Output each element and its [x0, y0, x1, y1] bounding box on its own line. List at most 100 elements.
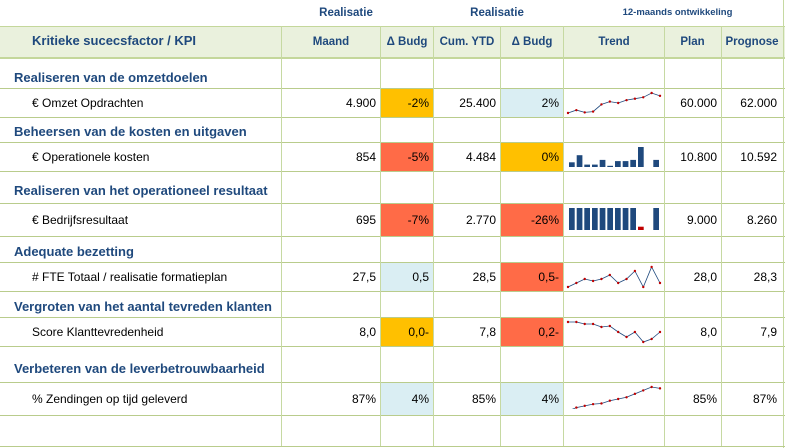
kpi-row: € Bedrijfsresultaat 695 -7% 2.770 -26% 9.000 8… [0, 203, 785, 237]
col-maand-header: Maand [312, 36, 350, 48]
trend-point [642, 285, 645, 289]
cum-ytd-cell[interactable]: 85% [471, 392, 496, 406]
col-plan-header: Plan [680, 36, 705, 48]
trend-bar [592, 164, 598, 167]
prognose-cell[interactable]: 7,9 [760, 325, 777, 339]
trend-point [650, 337, 653, 341]
cum-ytd-cell[interactable]: 2.770 [465, 213, 496, 227]
trend-bar [622, 161, 629, 167]
trend-bar [576, 208, 583, 230]
maand-cell[interactable]: 8,0 [359, 325, 376, 339]
maand-cell[interactable]: 695 [355, 213, 376, 227]
trend-point [591, 322, 595, 326]
table-bottom-border [0, 446, 785, 447]
plan-cell[interactable]: 10.800 [680, 150, 717, 164]
trend-bar [576, 155, 583, 167]
trend-bar [638, 226, 644, 230]
trend-point [583, 404, 586, 408]
maand-cell[interactable]: 27,5 [352, 270, 376, 284]
trend-point [658, 387, 662, 390]
cum-ytd-cell[interactable]: 28,5 [472, 270, 496, 284]
trend-point [642, 340, 645, 344]
cum-ytd-cell[interactable]: 25.400 [459, 96, 496, 110]
trend-point [625, 335, 628, 339]
delta-budget-month-cell[interactable]: 4% [381, 383, 433, 415]
trend-bar [569, 162, 575, 167]
delta-budget-ytd-cell[interactable]: -26% [501, 204, 563, 236]
delta-budget-month-cell[interactable]: -7% [381, 204, 433, 236]
plan-cell[interactable]: 9.000 [686, 213, 717, 227]
kpi-row: % Zendingen op tijd geleverd 87% 4% 85% 4% 85… [0, 382, 785, 416]
trend-bar [584, 164, 590, 167]
trend-bar [569, 208, 575, 230]
trend-point [600, 325, 603, 329]
delta-budget-month-cell[interactable]: 0,5 [381, 263, 433, 291]
trend-sparkline [571, 385, 662, 409]
prognose-cell[interactable]: 87% [752, 392, 777, 406]
trend-point [566, 111, 570, 115]
trend-bar [653, 159, 659, 167]
trend-sparkline [569, 147, 659, 167]
trend-line [568, 321, 661, 343]
kpi-label: € Omzet Opdrachten [32, 96, 144, 110]
trend-point [616, 330, 620, 334]
trend-point [608, 324, 612, 328]
delta-budget-ytd-cell[interactable]: 4% [501, 383, 563, 415]
plan-cell[interactable]: 85% [692, 392, 717, 406]
cum-ytd-cell[interactable]: 7,8 [479, 325, 496, 339]
prognose-cell[interactable]: 28,3 [753, 270, 777, 284]
delta-budget-ytd-cell[interactable]: 0,2- [501, 318, 563, 346]
trend-bar [615, 208, 621, 230]
kpi-label: % Zendingen op tijd geleverd [32, 392, 188, 406]
prognose-cell[interactable]: 62.000 [740, 96, 777, 110]
trend-point [616, 397, 620, 401]
maand-cell[interactable]: 87% [351, 392, 376, 406]
trend-point [616, 281, 620, 285]
trend-sparkline [566, 320, 662, 344]
cum-ytd-cell[interactable]: 4.484 [465, 150, 496, 164]
trend-point [575, 108, 578, 112]
col-cum-ytd-header: Cum. YTD [439, 36, 495, 48]
plan-cell[interactable]: 8,0 [700, 325, 717, 339]
delta-budget-ytd-cell[interactable]: 2% [501, 89, 563, 117]
section-title: Adequate bezetting [14, 244, 134, 259]
maand-cell[interactable]: 4.900 [345, 96, 376, 110]
trend-point [575, 320, 578, 324]
group-header-realisatie-ytd: Realisatie [470, 7, 524, 19]
trend-point [566, 320, 570, 324]
trend-bar [607, 165, 613, 167]
trend-bar [584, 208, 590, 230]
kpi-column-header: Kritieke sucecsfactor / KPI [32, 33, 197, 48]
delta-budget-month-cell[interactable]: 0,0- [381, 318, 433, 346]
trend-bar [630, 159, 636, 167]
trend-point [600, 277, 603, 281]
delta-budget-ytd-cell[interactable]: 0% [501, 143, 563, 171]
trend-point [591, 402, 595, 406]
trend-point [650, 265, 653, 269]
trend-point [566, 285, 570, 289]
section-title: Verbeteren van de leverbetrouwbaarheid [14, 361, 265, 376]
trend-point [642, 96, 645, 99]
prognose-cell[interactable]: 8.260 [746, 213, 777, 227]
trend-bar [622, 208, 629, 230]
maand-cell[interactable]: 854 [355, 150, 376, 164]
header-group-row: Realisatie Realisatie 12-maands ontwikke… [0, 0, 785, 26]
plan-cell[interactable]: 60.000 [680, 96, 717, 110]
trend-bar [653, 208, 659, 230]
delta-budget-ytd-cell[interactable]: 0,5- [501, 263, 563, 291]
trend-point [650, 385, 653, 389]
plan-cell[interactable]: 28,0 [693, 270, 717, 284]
trend-point [633, 392, 637, 396]
grid-line [500, 26, 501, 446]
trend-line [567, 92, 661, 114]
trend-bar [592, 208, 598, 230]
delta-budget-month-cell[interactable]: -5% [381, 143, 433, 171]
delta-budget-month-cell[interactable]: -2% [381, 89, 433, 117]
kpi-label: € Bedrijfsresultaat [32, 213, 129, 227]
section-title: Realiseren van het operationeel resultaa… [14, 183, 268, 198]
section-title: Beheersen van de kosten en uitgaven [14, 124, 247, 139]
grid-line [563, 26, 564, 446]
prognose-cell[interactable]: 10.592 [740, 150, 777, 164]
trend-point [650, 91, 653, 95]
